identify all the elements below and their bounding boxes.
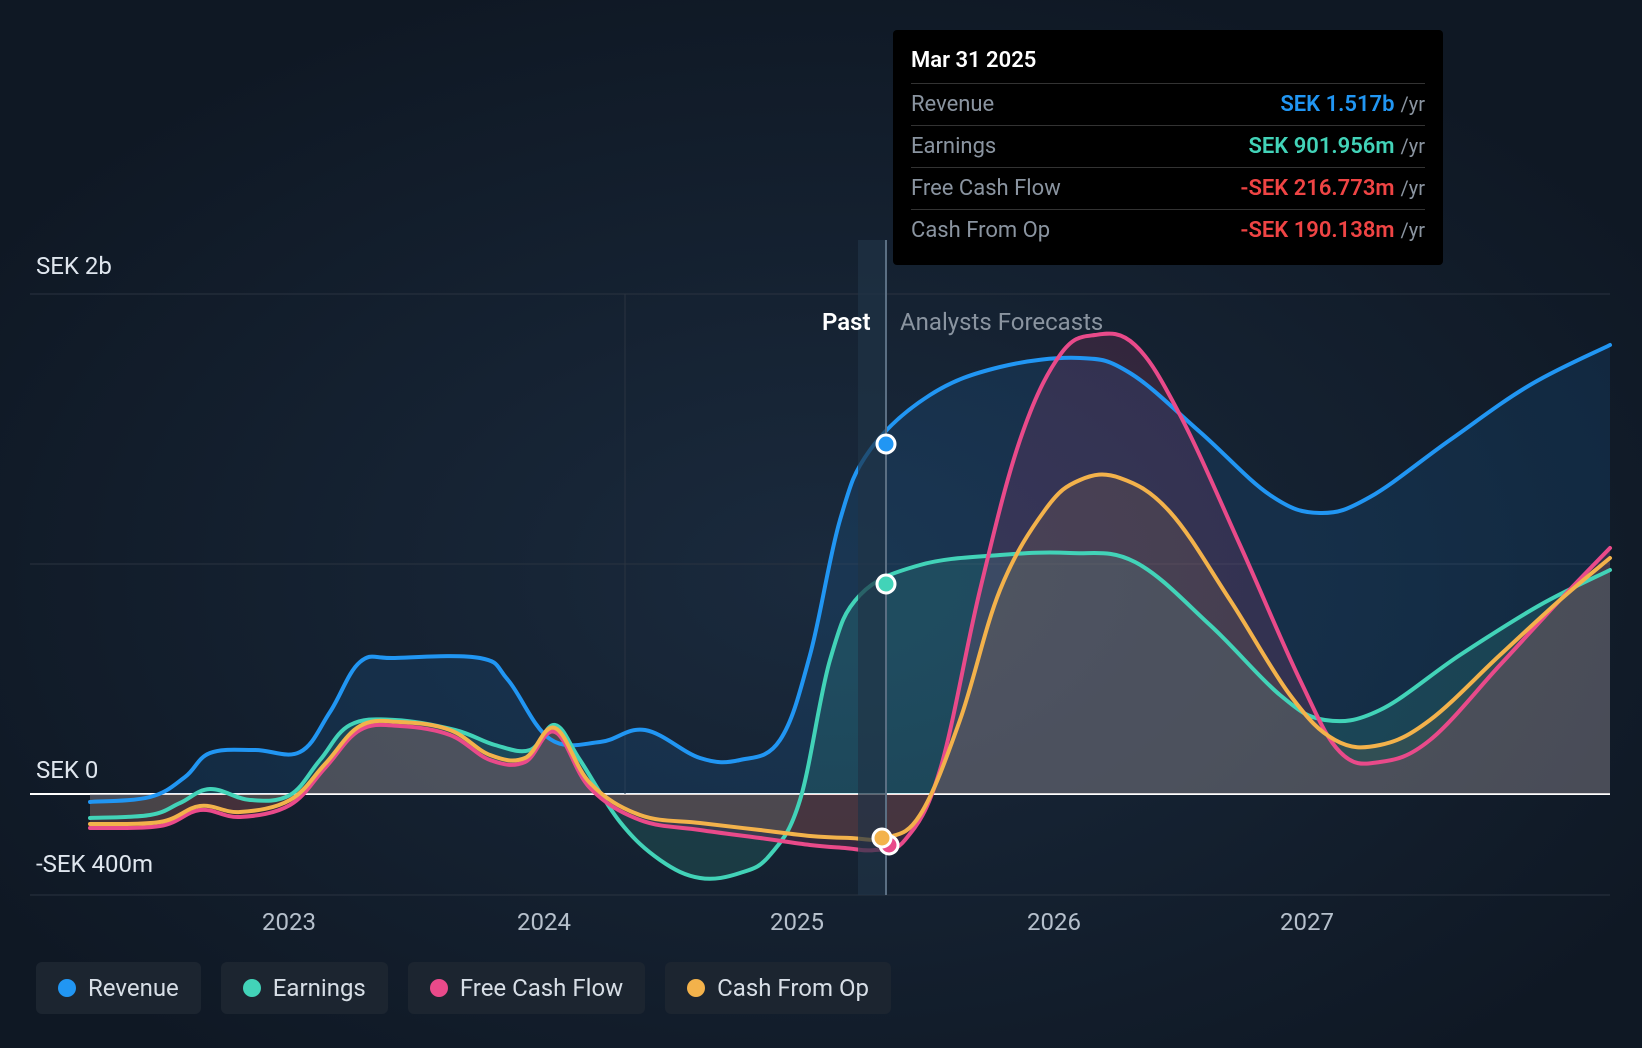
x-axis-label: 2027 [1280,908,1334,936]
legend-dot-icon [687,979,705,997]
legend-dot-icon [243,979,261,997]
tooltip-row-cfo: Cash From Op -SEK 190.138m /yr [911,209,1425,251]
tooltip-row-value: SEK 1.517b [1280,88,1394,121]
legend-item-cfo[interactable]: Cash From Op [665,962,891,1014]
x-axis-label: 2024 [517,908,571,936]
tooltip-row-label: Earnings [911,130,996,163]
tooltip-row-label: Free Cash Flow [911,172,1061,205]
tooltip-row-unit: /yr [1401,173,1426,203]
y-axis-label: -SEK 400m [36,850,153,878]
tooltip-row-value: -SEK 190.138m [1240,214,1394,247]
tooltip-row-earnings: Earnings SEK 901.956m /yr [911,125,1425,167]
legend-item-label: Cash From Op [717,974,869,1002]
legend-dot-icon [58,979,76,997]
section-label-forecasts: Analysts Forecasts [900,308,1103,336]
tooltip-title: Mar 31 2025 [911,44,1425,77]
legend-item-earnings[interactable]: Earnings [221,962,388,1014]
section-label-past: Past [822,308,871,336]
tooltip-row-value: SEK 901.956m [1248,130,1394,163]
x-axis-label: 2023 [262,908,316,936]
y-axis-label: SEK 2b [36,252,112,280]
legend-item-label: Earnings [273,974,366,1002]
tooltip-row-value: -SEK 216.773m [1240,172,1394,205]
legend-dot-icon [430,979,448,997]
x-axis-label: 2025 [770,908,824,936]
legend-item-label: Free Cash Flow [460,974,623,1002]
tooltip-row-unit: /yr [1401,131,1426,161]
financial-chart: SEK 2b SEK 0 -SEK 400m 2023 2024 2025 20… [0,0,1642,1048]
tooltip-row-unit: /yr [1401,215,1426,245]
y-axis-label: SEK 0 [36,756,98,784]
legend-item-label: Revenue [88,974,179,1002]
x-axis-label: 2026 [1027,908,1081,936]
tooltip-row-fcf: Free Cash Flow -SEK 216.773m /yr [911,167,1425,209]
legend-item-revenue[interactable]: Revenue [36,962,201,1014]
tooltip-row-unit: /yr [1401,89,1426,119]
legend-item-fcf[interactable]: Free Cash Flow [408,962,645,1014]
tooltip-row-label: Cash From Op [911,214,1050,247]
chart-tooltip: Mar 31 2025 Revenue SEK 1.517b /yr Earni… [893,30,1443,265]
tooltip-row-label: Revenue [911,88,994,121]
tooltip-row-revenue: Revenue SEK 1.517b /yr [911,83,1425,125]
chart-legend: Revenue Earnings Free Cash Flow Cash Fro… [36,962,891,1014]
